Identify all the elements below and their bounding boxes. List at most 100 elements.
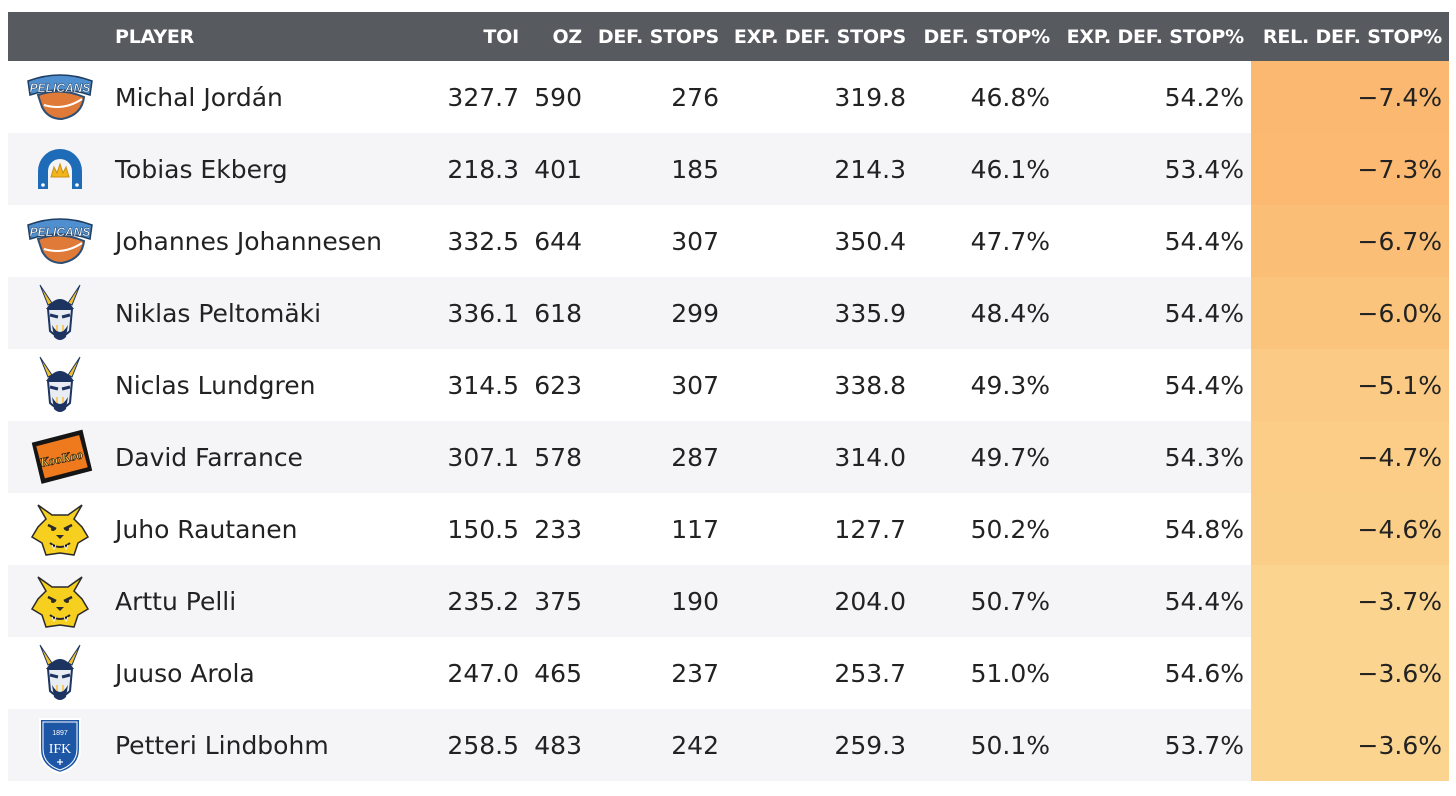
rel-def-stop-pct-cell: −6.0% <box>1251 277 1449 349</box>
player-name-cell[interactable]: Michal Jordán <box>111 61 404 133</box>
def-stops-cell: 276 <box>589 61 726 133</box>
viking-logo <box>24 641 96 705</box>
def-stop-pct-cell: 46.8% <box>913 61 1057 133</box>
player-name-cell[interactable]: Niklas Peltomäki <box>111 277 404 349</box>
header-exp-def-stop-pct[interactable]: EXP. DEF. STOP% <box>1057 12 1251 61</box>
toi-cell: 247.0 <box>404 637 526 709</box>
toi-cell: 314.5 <box>404 349 526 421</box>
table-row[interactable]: KooKoo David Farrance 307.1 578 287 314.0 49.… <box>8 421 1449 493</box>
viking-logo <box>24 353 96 417</box>
exp-def-stops-cell: 314.0 <box>726 421 913 493</box>
toi-cell: 307.1 <box>404 421 526 493</box>
def-stop-pct-cell: 50.7% <box>913 565 1057 637</box>
player-name-cell[interactable]: Juho Rautanen <box>111 493 404 565</box>
team-logo-cell <box>8 133 111 205</box>
toi-cell: 235.2 <box>404 565 526 637</box>
toi-cell: 150.5 <box>404 493 526 565</box>
header-toi[interactable]: TOI <box>404 12 526 61</box>
exp-def-stops-cell: 338.8 <box>726 349 913 421</box>
table-row[interactable]: Tobias Ekberg 218.3 401 185 214.3 46.1% 53.4% −… <box>8 133 1449 205</box>
player-name-cell[interactable]: Niclas Lundgren <box>111 349 404 421</box>
header-def-stop-pct[interactable]: DEF. STOP% <box>913 12 1057 61</box>
table-row[interactable]: Arttu Pelli 235.2 375 190 204.0 50.7% 54.4% −3.… <box>8 565 1449 637</box>
def-stop-pct-cell: 50.2% <box>913 493 1057 565</box>
def-stops-cell: 242 <box>589 709 726 781</box>
exp-def-stop-pct-cell: 54.4% <box>1057 205 1251 277</box>
rel-def-stop-pct-cell: −4.7% <box>1251 421 1449 493</box>
exp-def-stop-pct-cell: 54.3% <box>1057 421 1251 493</box>
header-logo <box>8 12 111 61</box>
toi-cell: 218.3 <box>404 133 526 205</box>
table-row[interactable]: 1897 IFK Petteri Lindbohm 258.5 483 242 259.… <box>8 709 1449 781</box>
oz-cell: 233 <box>526 493 589 565</box>
def-stops-cell: 307 <box>589 349 726 421</box>
exp-def-stop-pct-cell: 53.4% <box>1057 133 1251 205</box>
exp-def-stops-cell: 214.3 <box>726 133 913 205</box>
team-logo-cell: PELICANS <box>8 61 111 133</box>
team-logo-cell <box>8 493 111 565</box>
exp-def-stops-cell: 259.3 <box>726 709 913 781</box>
team-logo-cell <box>8 637 111 709</box>
toi-cell: 332.5 <box>404 205 526 277</box>
exp-def-stop-pct-cell: 54.4% <box>1057 277 1251 349</box>
rel-def-stop-pct-cell: −7.3% <box>1251 133 1449 205</box>
oz-cell: 623 <box>526 349 589 421</box>
oz-cell: 644 <box>526 205 589 277</box>
player-name-cell[interactable]: David Farrance <box>111 421 404 493</box>
oz-cell: 590 <box>526 61 589 133</box>
rel-def-stop-pct-cell: −3.6% <box>1251 709 1449 781</box>
oz-cell: 401 <box>526 133 589 205</box>
lynx-logo <box>24 497 96 561</box>
rel-def-stop-pct-cell: −3.7% <box>1251 565 1449 637</box>
exp-def-stops-cell: 127.7 <box>726 493 913 565</box>
table-row[interactable]: Juuso Arola 247.0 465 237 253.7 51.0% 54.6% −3.… <box>8 637 1449 709</box>
lynx-logo <box>24 569 96 633</box>
oz-cell: 618 <box>526 277 589 349</box>
def-stops-cell: 307 <box>589 205 726 277</box>
player-name-cell[interactable]: Tobias Ekberg <box>111 133 404 205</box>
table-row[interactable]: PELICANS Johannes Johannesen 332.5 644 307 3… <box>8 205 1449 277</box>
header-oz[interactable]: OZ <box>526 12 589 61</box>
team-logo-cell <box>8 349 111 421</box>
viking-logo <box>24 281 96 345</box>
def-stops-cell: 287 <box>589 421 726 493</box>
header-row: PLAYER TOI OZ DEF. STOPS EXP. DEF. STOPS… <box>8 12 1449 61</box>
table-row[interactable]: Niclas Lundgren 314.5 623 307 338.8 49.3% 54.4… <box>8 349 1449 421</box>
def-stops-cell: 237 <box>589 637 726 709</box>
kookoo-logo: KooKoo <box>24 425 96 489</box>
toi-cell: 327.7 <box>404 61 526 133</box>
exp-def-stops-cell: 335.9 <box>726 277 913 349</box>
table-row[interactable]: Niklas Peltomäki 336.1 618 299 335.9 48.4% 54.… <box>8 277 1449 349</box>
exp-def-stops-cell: 319.8 <box>726 61 913 133</box>
player-name-cell[interactable]: Arttu Pelli <box>111 565 404 637</box>
player-name-cell[interactable]: Juuso Arola <box>111 637 404 709</box>
toi-cell: 258.5 <box>404 709 526 781</box>
svg-text:IFK: IFK <box>48 742 71 757</box>
table-row[interactable]: PELICANS Michal Jordán 327.7 590 276 319.8 46… <box>8 61 1449 133</box>
pelicans-logo: PELICANS <box>24 209 96 273</box>
horseshoe-crown-logo <box>24 137 96 201</box>
team-logo-cell: 1897 IFK <box>8 709 111 781</box>
player-name-cell[interactable]: Johannes Johannesen <box>111 205 404 277</box>
oz-cell: 375 <box>526 565 589 637</box>
exp-def-stop-pct-cell: 54.4% <box>1057 565 1251 637</box>
svg-text:PELICANS: PELICANS <box>29 81 90 95</box>
exp-def-stops-cell: 204.0 <box>726 565 913 637</box>
header-rel-def-stop-pct[interactable]: REL. DEF. STOP% <box>1251 12 1449 61</box>
player-name-cell[interactable]: Petteri Lindbohm <box>111 709 404 781</box>
rel-def-stop-pct-cell: −3.6% <box>1251 637 1449 709</box>
oz-cell: 578 <box>526 421 589 493</box>
header-def-stops[interactable]: DEF. STOPS <box>589 12 726 61</box>
exp-def-stops-cell: 350.4 <box>726 205 913 277</box>
header-exp-def-stops[interactable]: EXP. DEF. STOPS <box>726 12 913 61</box>
team-logo-cell: PELICANS <box>8 205 111 277</box>
svg-text:PELICANS: PELICANS <box>29 225 90 239</box>
table-row[interactable]: Juho Rautanen 150.5 233 117 127.7 50.2% 54.8% −… <box>8 493 1449 565</box>
exp-def-stop-pct-cell: 54.6% <box>1057 637 1251 709</box>
oz-cell: 483 <box>526 709 589 781</box>
rel-def-stop-pct-cell: −6.7% <box>1251 205 1449 277</box>
exp-def-stop-pct-cell: 54.8% <box>1057 493 1251 565</box>
team-logo-cell: KooKoo <box>8 421 111 493</box>
header-player[interactable]: PLAYER <box>111 12 404 61</box>
exp-def-stop-pct-cell: 53.7% <box>1057 709 1251 781</box>
